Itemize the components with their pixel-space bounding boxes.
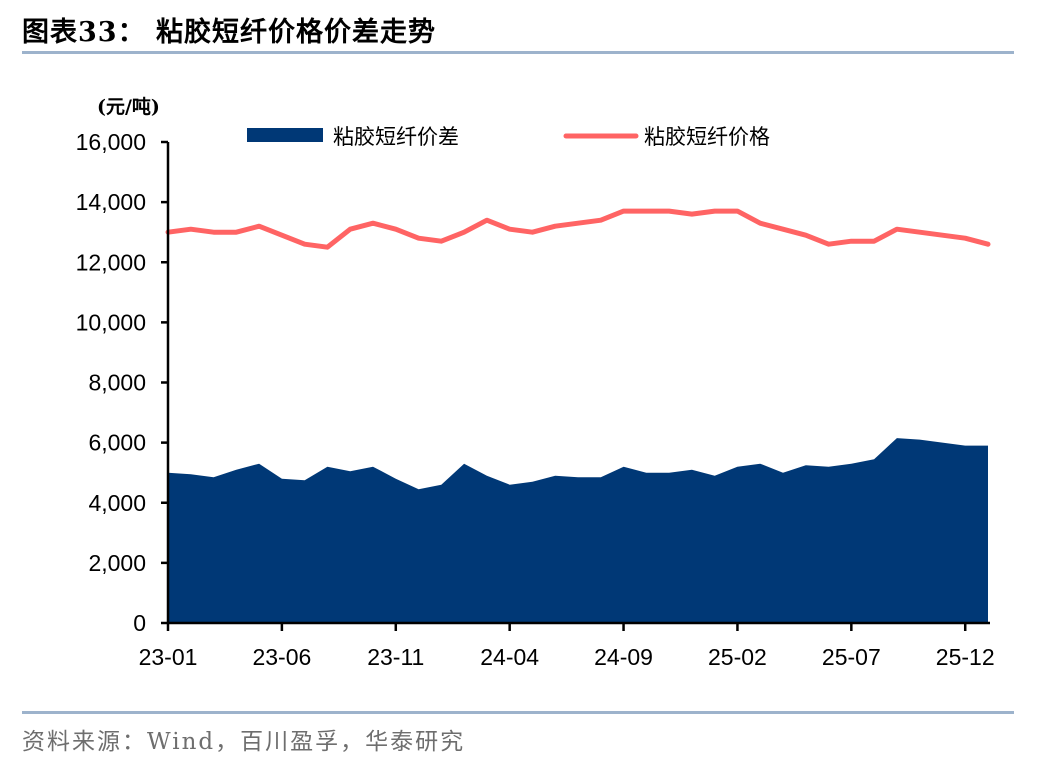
y-tick-label: 16,000	[76, 129, 146, 155]
title-divider	[22, 51, 1014, 54]
spread-area-series	[168, 438, 988, 623]
y-tick-label: 12,000	[76, 249, 146, 275]
y-tick-label: 0	[133, 610, 146, 636]
price-line-series	[165, 208, 991, 250]
x-axis: 23-01 23-06 23-11 24-04 24-09 25-02 25-07 25-12	[139, 621, 995, 670]
x-tick-label: 23-01	[139, 644, 198, 670]
x-tick-label: 24-09	[594, 644, 653, 670]
legend-label-spread: 粘胶短纤价差	[333, 125, 459, 149]
y-tick-label: 10,000	[76, 309, 146, 335]
y-tick-label: 2,000	[88, 550, 146, 576]
x-tick-label: 25-12	[936, 644, 995, 670]
legend-label-price: 粘胶短纤价格	[644, 125, 770, 149]
source-note: 资料来源：Wind，百川盈孚，华泰研究	[22, 729, 466, 755]
x-tick-label: 24-04	[480, 644, 539, 670]
y-axis: 0 2,000 4,000 6,000 8,000 10,000 12,000 14,000 1…	[76, 129, 170, 636]
y-axis-unit-label: (元/吨)	[97, 95, 160, 118]
legend: 粘胶短纤价差 粘胶短纤价格	[247, 125, 770, 149]
figure-title: 图表33： 粘胶短纤价格价差走势	[22, 17, 436, 48]
y-tick-label: 14,000	[76, 189, 146, 215]
y-tick-label: 6,000	[88, 430, 146, 456]
footer-divider	[22, 711, 1014, 714]
y-tick-label: 8,000	[88, 370, 146, 396]
x-tick-label: 25-07	[822, 644, 881, 670]
y-tick-label: 4,000	[88, 490, 146, 516]
x-tick-label: 23-11	[367, 644, 424, 670]
x-tick-label: 23-06	[252, 644, 311, 670]
x-tick-label: 25-02	[708, 644, 767, 670]
legend-swatch-spread	[247, 128, 323, 142]
